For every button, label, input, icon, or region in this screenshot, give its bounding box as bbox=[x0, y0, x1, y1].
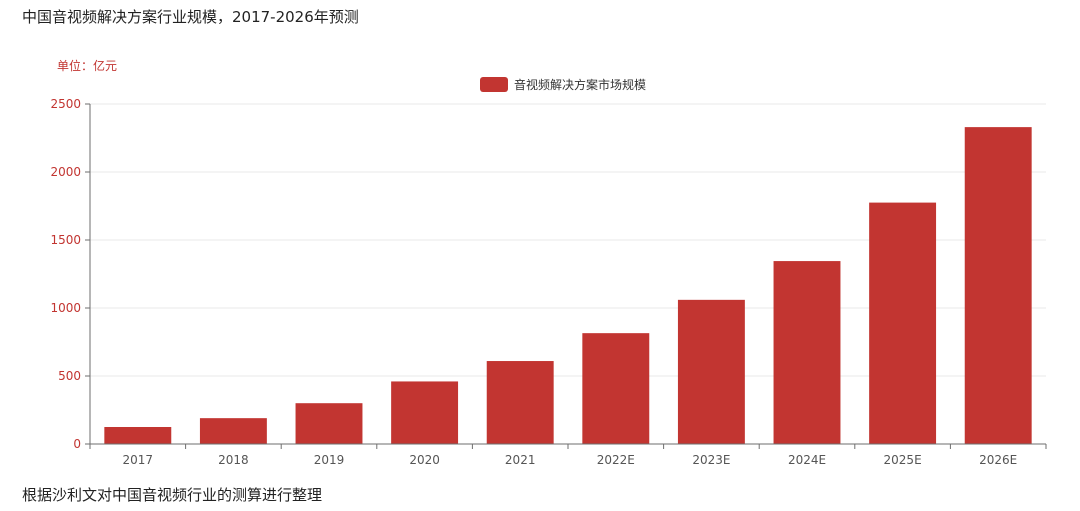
bars bbox=[104, 127, 1032, 445]
y-tick-label: 0 bbox=[73, 437, 81, 451]
x-tick-label: 2022E bbox=[597, 453, 635, 467]
bar-2020[interactable] bbox=[391, 381, 459, 444]
x-tick-label: 2024E bbox=[788, 453, 826, 467]
y-tick-label: 1500 bbox=[50, 233, 81, 247]
x-tick-label: 2018 bbox=[218, 453, 249, 467]
bar-chart: 单位：亿元 音视频解决方案市场规模 0 500 1000 1500 2000 2500 2… bbox=[50, 58, 1047, 467]
x-tick-label: 2026E bbox=[979, 453, 1017, 467]
bar-2024E[interactable] bbox=[773, 261, 841, 444]
legend-swatch bbox=[480, 77, 508, 92]
bar-2019[interactable] bbox=[295, 403, 363, 444]
page-title: 中国音视频解决方案行业规模，2017-2026年预测 bbox=[22, 8, 359, 26]
y-tick-label: 2000 bbox=[50, 165, 81, 179]
x-tick-label: 2017 bbox=[123, 453, 154, 467]
x-tick-label: 2021 bbox=[505, 453, 536, 467]
x-tick-label: 2023E bbox=[692, 453, 730, 467]
legend-label: 音视频解决方案市场规模 bbox=[514, 77, 646, 92]
y-tick-label: 2500 bbox=[50, 97, 81, 111]
y-tick-label: 1000 bbox=[50, 301, 81, 315]
source-note: 根据沙利文对中国音视频行业的测算进行整理 bbox=[22, 486, 323, 504]
bar-2021[interactable] bbox=[486, 361, 554, 444]
unit-label: 单位：亿元 bbox=[57, 58, 117, 73]
y-axis: 0 500 1000 1500 2000 2500 bbox=[50, 97, 91, 451]
bar-2018[interactable] bbox=[199, 418, 267, 444]
bar-2023E[interactable] bbox=[677, 299, 745, 444]
x-tick-label: 2020 bbox=[409, 453, 440, 467]
legend[interactable]: 音视频解决方案市场规模 bbox=[480, 77, 646, 92]
x-tick-label: 2019 bbox=[314, 453, 345, 467]
x-tick-label: 2025E bbox=[884, 453, 922, 467]
bar-2025E[interactable] bbox=[869, 202, 937, 444]
bar-2026E[interactable] bbox=[964, 127, 1032, 445]
x-axis: 2017 2018 2019 2020 2021 2022E 2023E 2024E 2025E… bbox=[89, 443, 1047, 467]
bar-2017[interactable] bbox=[104, 427, 172, 444]
bar-2022E[interactable] bbox=[582, 333, 650, 444]
y-tick-label: 500 bbox=[58, 369, 81, 383]
